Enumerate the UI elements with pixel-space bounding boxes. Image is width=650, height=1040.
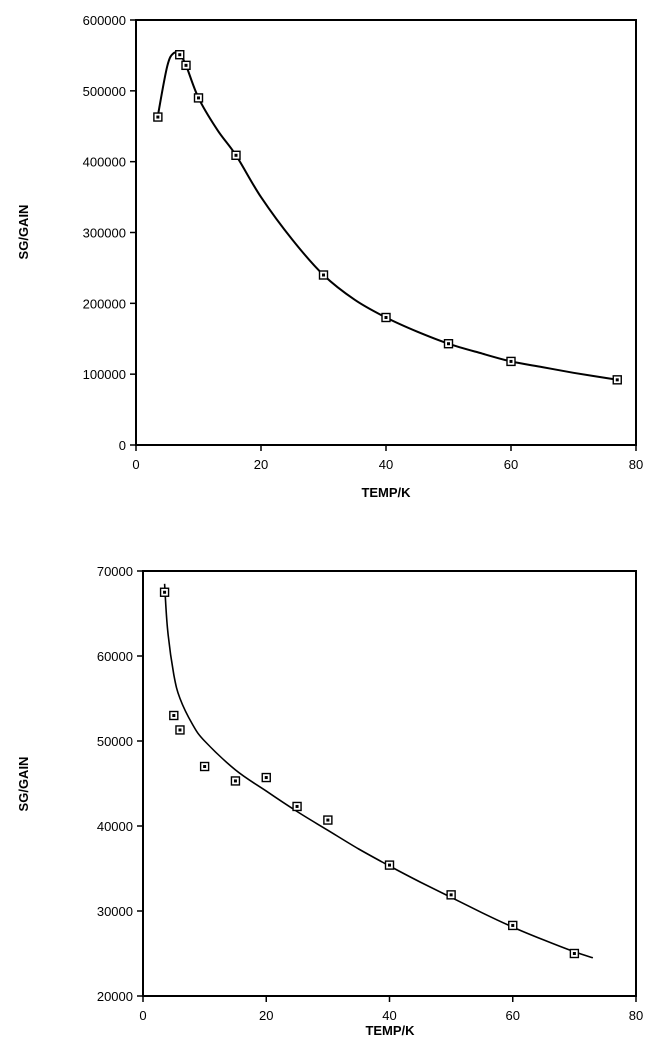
y-axis-title: SG/GAIN bbox=[16, 205, 31, 260]
point-marker-center bbox=[172, 714, 176, 717]
fit-curve bbox=[156, 51, 618, 381]
y-tick-label: 50000 bbox=[97, 734, 133, 749]
y-ticks: 20000 30000 40000 50000 60000 70000 bbox=[97, 564, 143, 1004]
y-tick-label: 400000 bbox=[83, 155, 126, 170]
point-marker-center bbox=[572, 952, 576, 955]
data-point bbox=[199, 761, 210, 772]
x-tick-label: 80 bbox=[629, 457, 643, 472]
point-marker-center bbox=[449, 893, 453, 897]
data-point bbox=[193, 93, 204, 103]
y-tick-label: 30000 bbox=[97, 904, 133, 919]
data-point bbox=[612, 375, 622, 385]
y-axis-title: SG/GAIN bbox=[16, 757, 31, 812]
data-point bbox=[569, 948, 580, 959]
point-marker-center bbox=[509, 359, 513, 363]
data-point bbox=[506, 356, 516, 367]
point-marker-center bbox=[264, 776, 268, 780]
data-point bbox=[261, 772, 271, 783]
chart-bottom: 0 20 40 60 80 20000 30000 40000 50000 60000 70000… bbox=[16, 564, 643, 1038]
y-tick-label: 70000 bbox=[97, 564, 133, 579]
y-tick-label: 40000 bbox=[97, 819, 133, 834]
x-tick-label: 0 bbox=[132, 457, 139, 472]
x-tick-label: 60 bbox=[506, 1008, 520, 1023]
x-tick-label: 40 bbox=[379, 457, 393, 472]
chart-top: 0 20 40 60 80 0 100000 200000 300000 400000 50000… bbox=[16, 13, 643, 500]
point-marker-center bbox=[178, 728, 182, 732]
x-ticks: 0 20 40 60 80 bbox=[139, 996, 643, 1023]
data-point bbox=[153, 112, 163, 122]
point-marker-center bbox=[197, 96, 200, 100]
data-points bbox=[159, 587, 580, 959]
y-tick-label: 20000 bbox=[97, 989, 133, 1004]
x-axis-title: TEMP/K bbox=[365, 1023, 415, 1038]
data-point bbox=[230, 776, 241, 786]
point-marker-center bbox=[615, 378, 619, 382]
y-tick-label: 100000 bbox=[83, 367, 126, 382]
x-tick-label: 80 bbox=[629, 1008, 643, 1023]
point-marker-center bbox=[156, 115, 160, 119]
y-tick-label: 60000 bbox=[97, 649, 133, 664]
data-point bbox=[175, 50, 185, 60]
data-point bbox=[443, 339, 454, 349]
point-marker-center bbox=[326, 818, 330, 822]
x-tick-label: 20 bbox=[254, 457, 268, 472]
point-marker-center bbox=[295, 804, 299, 808]
plot-frame bbox=[135, 19, 637, 446]
data-point bbox=[175, 725, 185, 735]
data-point bbox=[446, 890, 456, 900]
point-marker-center bbox=[203, 765, 207, 768]
point-marker-center bbox=[447, 342, 450, 346]
data-point bbox=[381, 312, 391, 323]
data-point bbox=[169, 710, 179, 721]
y-tick-label: 0 bbox=[119, 438, 126, 453]
x-tick-label: 20 bbox=[259, 1008, 273, 1023]
fit-curve bbox=[163, 583, 594, 959]
plot-frame bbox=[142, 570, 637, 997]
data-point bbox=[181, 60, 191, 71]
point-marker-center bbox=[233, 779, 237, 783]
y-tick-label: 200000 bbox=[83, 296, 126, 311]
y-tick-label: 300000 bbox=[83, 226, 126, 241]
point-marker-center bbox=[322, 273, 325, 277]
data-points bbox=[153, 50, 622, 385]
point-marker-center bbox=[178, 53, 182, 57]
data-point bbox=[323, 815, 333, 825]
point-marker-center bbox=[234, 153, 238, 157]
x-axis-title: TEMP/K bbox=[361, 485, 411, 500]
x-tick-label: 0 bbox=[139, 1008, 146, 1023]
x-tick-label: 40 bbox=[382, 1008, 396, 1023]
x-tick-label: 60 bbox=[504, 457, 518, 472]
data-point bbox=[384, 860, 395, 870]
data-point bbox=[508, 920, 518, 931]
data-point bbox=[159, 587, 170, 597]
y-tick-label: 500000 bbox=[83, 84, 126, 99]
data-point bbox=[318, 270, 329, 280]
point-marker-center bbox=[511, 923, 515, 927]
point-marker-center bbox=[384, 316, 388, 319]
point-marker-center bbox=[163, 590, 167, 594]
point-marker-center bbox=[184, 63, 188, 67]
x-ticks: 0 20 40 60 80 bbox=[132, 445, 643, 472]
data-point bbox=[292, 801, 302, 812]
point-marker-center bbox=[388, 863, 391, 867]
data-point bbox=[231, 150, 241, 160]
y-tick-label: 600000 bbox=[83, 13, 126, 28]
y-ticks: 0 100000 200000 300000 400000 500000 600000 bbox=[83, 13, 136, 453]
